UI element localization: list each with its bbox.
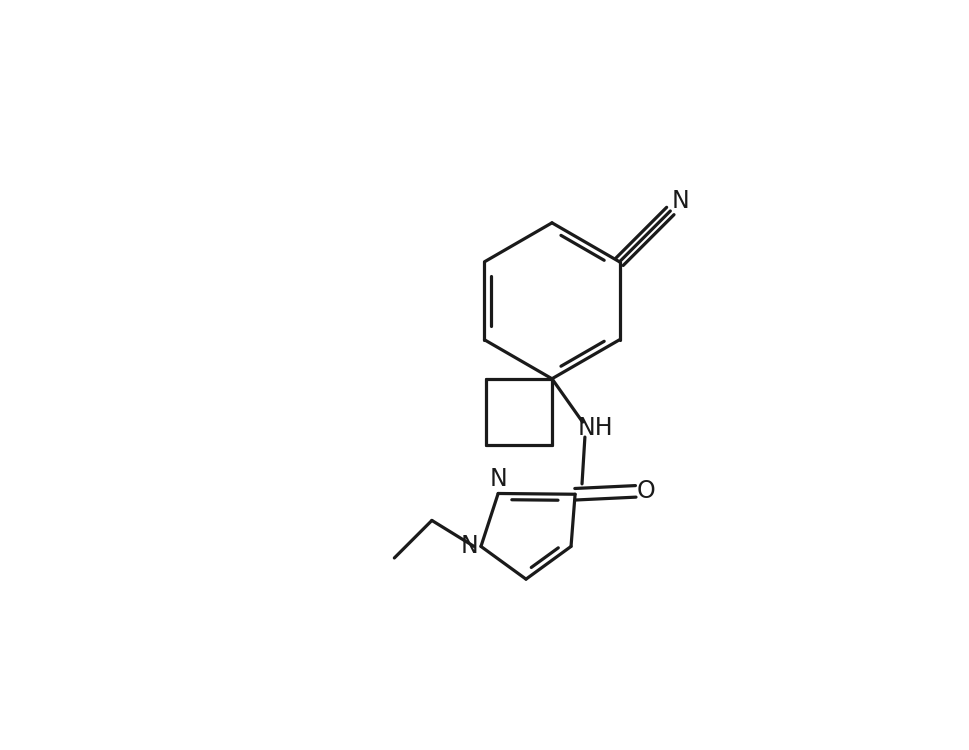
Text: NH: NH <box>577 416 612 440</box>
Text: N: N <box>460 535 478 559</box>
Text: N: N <box>672 188 689 212</box>
Text: N: N <box>488 466 507 490</box>
Text: O: O <box>636 479 655 503</box>
